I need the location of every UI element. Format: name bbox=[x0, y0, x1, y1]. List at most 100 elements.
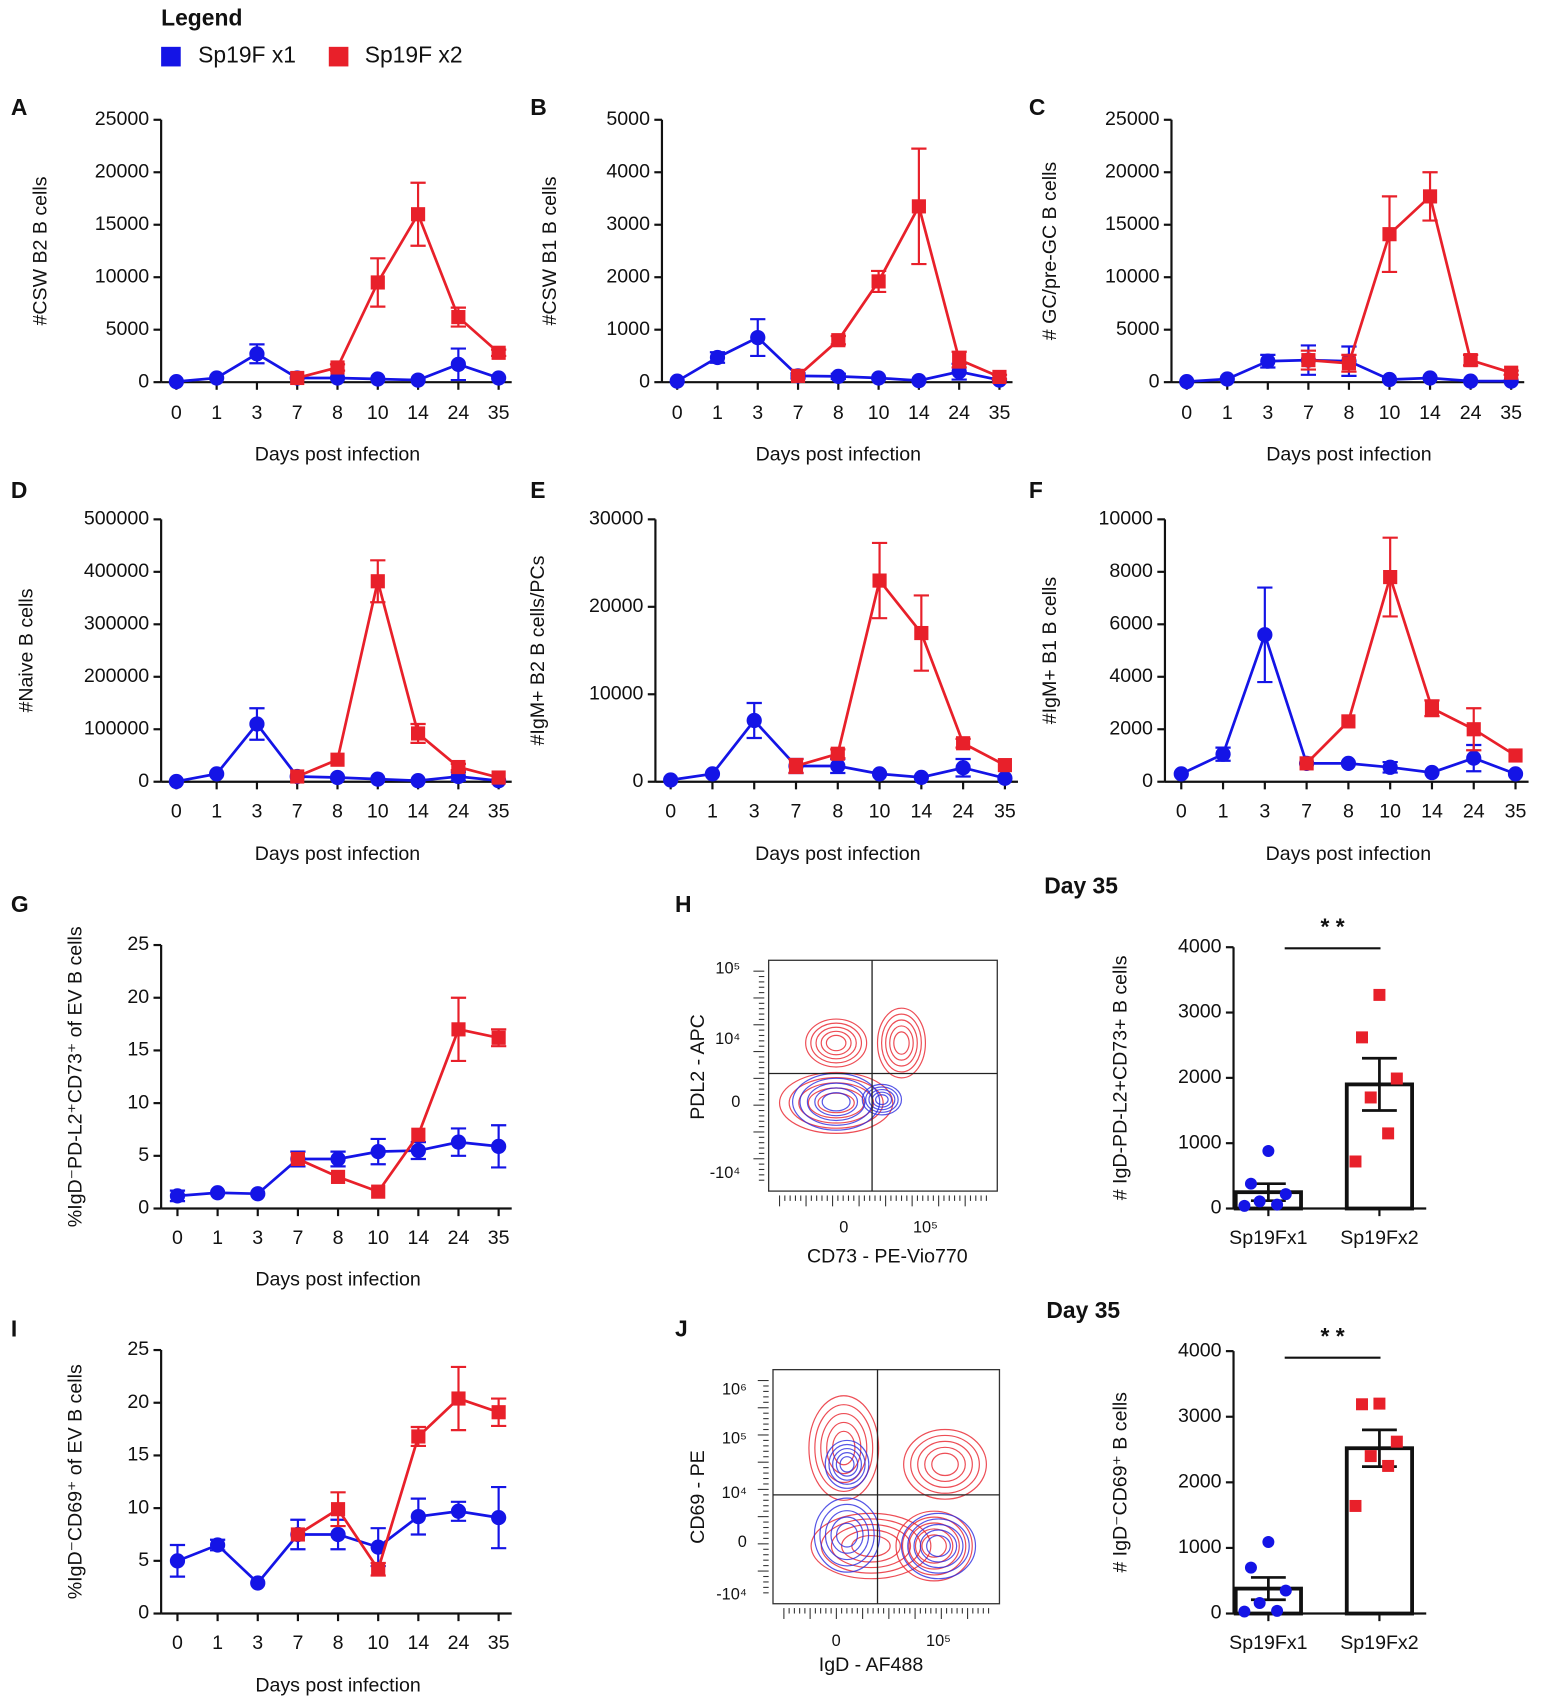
marker bbox=[370, 275, 385, 290]
marker bbox=[1173, 766, 1189, 782]
marker bbox=[491, 770, 506, 785]
x-axis-label: Days post infection bbox=[755, 843, 920, 865]
contour bbox=[865, 1086, 899, 1113]
marker bbox=[663, 772, 679, 788]
x-tick-label: 10 bbox=[868, 402, 890, 424]
contour bbox=[824, 1510, 870, 1561]
marker bbox=[411, 1127, 426, 1142]
point bbox=[1373, 1397, 1386, 1410]
flow-y-tick-label: 10⁴ bbox=[715, 1030, 740, 1048]
marker bbox=[1340, 755, 1357, 771]
marker bbox=[491, 1138, 507, 1154]
x-tick-label: 10 bbox=[1379, 402, 1401, 424]
x-tick-label: 3 bbox=[1262, 402, 1273, 424]
marker bbox=[329, 769, 346, 786]
marker bbox=[788, 758, 804, 774]
x-tick-label: 14 bbox=[407, 402, 429, 424]
x-tick-label: 14 bbox=[407, 1632, 429, 1654]
y-tick-label: 0 bbox=[1211, 1602, 1222, 1624]
point bbox=[1364, 1450, 1377, 1463]
y-tick-label: 20 bbox=[127, 986, 149, 1008]
y-tick-label: 300000 bbox=[84, 612, 149, 634]
marker bbox=[997, 758, 1012, 773]
marker bbox=[1504, 365, 1519, 380]
x-tick-label: 3 bbox=[1259, 800, 1270, 822]
marker bbox=[249, 716, 265, 732]
x-tick-label: 3 bbox=[252, 1227, 263, 1249]
y-tick-label: 3000 bbox=[606, 213, 650, 235]
marker bbox=[913, 769, 929, 785]
marker bbox=[370, 1143, 386, 1160]
x-tick-label: 14 bbox=[910, 800, 932, 822]
panel-letter: G bbox=[11, 891, 29, 917]
contour bbox=[810, 1022, 863, 1064]
contour bbox=[824, 1439, 870, 1489]
x-tick-label: 8 bbox=[332, 402, 343, 424]
marker bbox=[491, 345, 506, 360]
point bbox=[1238, 1199, 1251, 1212]
point bbox=[1356, 1398, 1368, 1411]
point bbox=[1262, 1145, 1275, 1158]
point bbox=[1390, 1435, 1403, 1448]
x-axis-label: Days post infection bbox=[1266, 843, 1431, 865]
contour bbox=[788, 1077, 884, 1129]
marker bbox=[1422, 189, 1438, 204]
bar bbox=[1344, 1446, 1414, 1616]
y-tick-label: 1000 bbox=[606, 318, 650, 340]
series-line bbox=[297, 1027, 499, 1194]
marker bbox=[410, 1142, 426, 1159]
marker bbox=[410, 1508, 426, 1525]
y-tick-label: 4000 bbox=[1109, 665, 1153, 687]
x-tick-label: 14 bbox=[908, 402, 930, 424]
y-axis-label: %IgD⁻CD69⁺ of EV B cells bbox=[64, 1364, 86, 1599]
y-tick-label: 15 bbox=[127, 1444, 149, 1466]
y-axis-label: #IgM+ B2 B cells/PCs bbox=[527, 555, 549, 745]
flow-x-tick-label: 10⁵ bbox=[926, 1632, 951, 1650]
point bbox=[1349, 1155, 1362, 1168]
flow-x-label: CD73 - PE-Vio770 bbox=[807, 1246, 968, 1268]
y-tick-label: 10 bbox=[127, 1091, 149, 1113]
contour bbox=[810, 1512, 932, 1580]
marker bbox=[450, 1503, 467, 1519]
y-axis-label: # GC/pre-GC B cells bbox=[1039, 162, 1061, 341]
flow-y-tick-label: 10⁵ bbox=[715, 959, 740, 977]
chart-title: Day 35 bbox=[1046, 1297, 1120, 1323]
x-tick-label: 35 bbox=[488, 1632, 510, 1654]
legend-swatch bbox=[328, 46, 349, 67]
x-tick-label: 0 bbox=[1176, 800, 1187, 822]
contour bbox=[900, 1512, 977, 1580]
x-tick-label: 1 bbox=[211, 402, 222, 424]
marker bbox=[290, 370, 305, 386]
x-tick-label: 24 bbox=[952, 800, 974, 822]
marker bbox=[451, 1391, 466, 1406]
x-tick-label: 0 bbox=[172, 1227, 183, 1249]
marker bbox=[370, 771, 386, 787]
x-axis-label: Days post infection bbox=[255, 843, 420, 865]
y-tick-label: 25000 bbox=[1105, 108, 1160, 130]
x-tick-label: 24 bbox=[447, 402, 469, 424]
marker bbox=[410, 726, 426, 741]
y-tick-label: 20000 bbox=[1105, 160, 1160, 182]
point bbox=[1349, 1499, 1362, 1512]
y-tick-label: 5000 bbox=[1116, 318, 1160, 340]
x-tick-label: 35 bbox=[994, 800, 1016, 822]
x-tick-label: Sp19Fx1 bbox=[1229, 1227, 1307, 1249]
series-line bbox=[1305, 572, 1517, 765]
flow-y-label: CD69 - PE bbox=[687, 1450, 709, 1544]
flow-y-tick-label: -10⁴ bbox=[710, 1164, 741, 1182]
x-axis-label: Days post infection bbox=[255, 1269, 420, 1291]
flow-x-tick-label: 0 bbox=[839, 1218, 848, 1236]
panel-letter: D bbox=[11, 477, 28, 503]
x-tick-label: 10 bbox=[367, 1227, 389, 1249]
marker bbox=[450, 356, 466, 372]
x-axis-label: Days post infection bbox=[1266, 443, 1431, 465]
contour bbox=[919, 1529, 958, 1563]
y-tick-label: 10 bbox=[127, 1496, 149, 1518]
x-tick-label: 1 bbox=[1222, 402, 1233, 424]
marker bbox=[1508, 748, 1523, 763]
marker bbox=[911, 372, 927, 389]
marker bbox=[491, 1405, 506, 1420]
panel-letter: A bbox=[11, 94, 28, 120]
legend-label: Sp19F x1 bbox=[198, 42, 296, 68]
x-axis-label: Days post infection bbox=[255, 1675, 420, 1697]
